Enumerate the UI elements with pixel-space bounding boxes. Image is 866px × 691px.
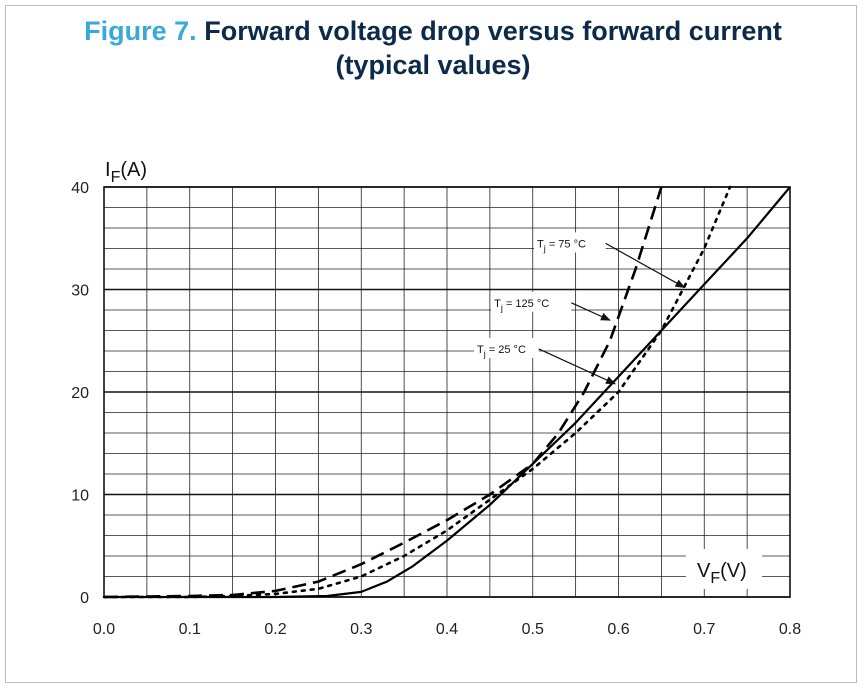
axis-labels: VF(V) IF(A) [105,159,762,589]
figure-title-line2: (typical values) [335,50,531,80]
x-tick-label: 0.8 [779,621,801,638]
x-tick-label: 0.3 [350,621,372,638]
y-tick-label: 0 [80,590,89,607]
annotation-arrow [605,242,686,288]
x-tick-label: 0.0 [93,621,115,638]
annotation-arrow [538,348,616,385]
series-line-dotted [102,185,732,599]
series-line-dashed [103,186,663,599]
xlabel-background [686,549,762,589]
series-lines [102,185,791,599]
grid-major [103,186,791,598]
x-axis-label: VF(V) [697,560,747,587]
annotation-background [474,337,539,358]
plot-frame [103,186,791,598]
annotation-arrow [571,302,611,321]
annotation-label: Tj = 25 °C [477,344,526,359]
y-tick-label: 30 [71,283,89,300]
annotation-background [534,232,606,253]
figure-title: Figure 7. Forward voltage drop versus fo… [0,14,866,82]
y-tick-label: 20 [71,385,89,402]
series-line-solid [104,186,791,599]
x-tick-label: 0.1 [179,621,201,638]
x-tick-labels: 0.0 0.1 0.2 0.3 0.4 0.5 0.6 0.7 0.8 [93,621,801,638]
x-tick-label: 0.6 [607,621,629,638]
y-tick-label: 10 [71,488,89,505]
x-tick-label: 0.4 [436,621,458,638]
annotation-label: Tj = 125 °C [494,298,549,313]
annotations: Tj = 75 °C Tj = 125 °C Tj = 25 °C [474,232,686,385]
y-axis-label: IF(A) [105,159,147,186]
figure-title-text: Forward voltage drop versus forward curr… [204,16,782,46]
x-tick-label: 0.5 [522,621,544,638]
x-tick-label: 0.7 [693,621,715,638]
y-tick-labels: 0 10 20 30 40 [71,180,89,607]
y-tick-label: 40 [71,180,89,197]
x-tick-label: 0.2 [264,621,286,638]
figure-label: Figure 7. [84,16,197,46]
annotation-background [491,291,572,312]
figure-title-line1: Figure 7. Forward voltage drop versus fo… [0,14,866,48]
annotation-label: Tj = 75 °C [537,238,586,253]
